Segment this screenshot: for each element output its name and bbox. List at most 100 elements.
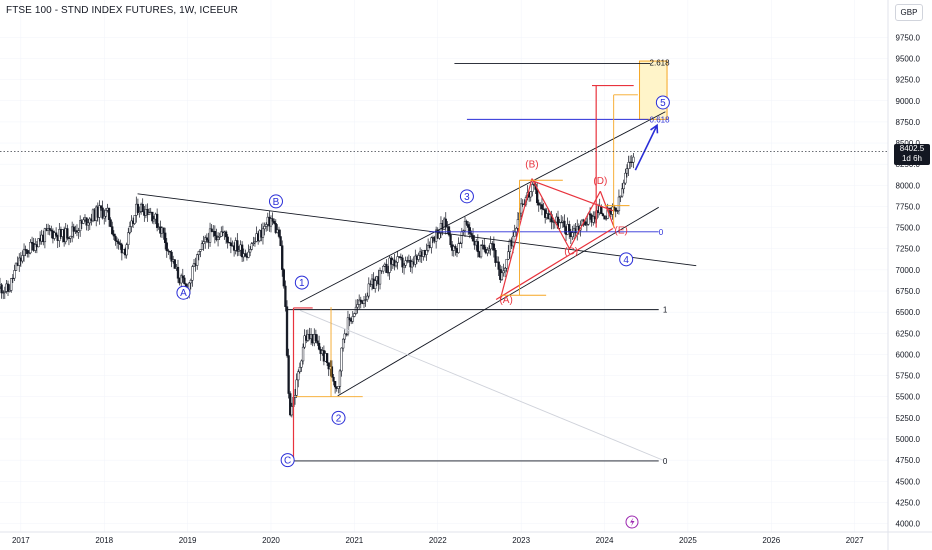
- price-tick-label: 7750.0: [896, 202, 921, 211]
- candle-body: [277, 229, 281, 237]
- projection-arrow-line: [634, 124, 658, 171]
- candle-body: [152, 218, 156, 222]
- wave-label: B: [273, 197, 280, 208]
- candle-body: [558, 222, 561, 229]
- wave-label: 2: [336, 413, 342, 424]
- candle-body: [37, 238, 40, 248]
- candle-body: [338, 370, 342, 387]
- candle-body: [119, 243, 122, 245]
- candle-body: [531, 184, 534, 192]
- candle-body: [133, 215, 136, 224]
- candle-body: [168, 250, 172, 253]
- currency-selector[interactable]: GBP: [895, 4, 923, 21]
- candle-body: [8, 290, 11, 292]
- candle-body: [107, 207, 111, 220]
- candle-body: [11, 277, 14, 280]
- wave-labels: A B C 1 2 3 4 5 (A) (B) (C) (D) (E) 2.618 0.618 0 1 0: [176, 59, 671, 468]
- candle-body: [99, 205, 103, 209]
- last-price-badge: 8402.5 1d 6h: [894, 144, 930, 165]
- candle-body: [568, 224, 571, 232]
- candle-body: [10, 278, 13, 291]
- trend-line: [599, 191, 616, 229]
- candle-body: [503, 267, 507, 272]
- candle-body: [151, 211, 154, 222]
- candle-body: [502, 270, 505, 274]
- wave-label-circle: [268, 194, 283, 209]
- price-tick-label: 5750.0: [896, 372, 921, 381]
- candle-body: [285, 306, 289, 356]
- candle-body: [414, 255, 417, 265]
- candle-body: [500, 272, 504, 280]
- candle-body: [463, 220, 467, 231]
- lightning-icon[interactable]: [625, 515, 639, 529]
- wave-label: (C): [564, 246, 578, 257]
- candle-body: [263, 226, 266, 230]
- price-tick-label: 4750.0: [896, 456, 921, 465]
- candle-body: [603, 215, 606, 220]
- candle-body: [356, 304, 359, 308]
- candle-body: [374, 280, 377, 289]
- candle-body: [382, 266, 385, 272]
- wave-label: (B): [525, 160, 538, 171]
- candle-body: [600, 206, 603, 215]
- candle-body: [394, 261, 398, 267]
- wave-label: 4: [623, 255, 629, 266]
- candle-body: [316, 340, 319, 344]
- candle-body: [449, 234, 452, 245]
- price-tick-label: 8500.0: [896, 139, 921, 148]
- trend-line: [495, 227, 614, 300]
- candle-body: [252, 242, 255, 244]
- candle-body: [202, 241, 205, 244]
- candle-body: [298, 366, 301, 372]
- wave-label-circle: [655, 95, 670, 110]
- candle-body: [402, 265, 406, 268]
- candle-body: [297, 371, 300, 381]
- price-tick-label: 5000.0: [896, 435, 921, 444]
- candle-body: [180, 275, 183, 284]
- candle-body: [404, 260, 407, 266]
- candle-body: [284, 285, 287, 307]
- candle-body: [460, 231, 463, 244]
- candle-body: [141, 203, 144, 213]
- candle-body: [601, 213, 605, 216]
- candle-body: [170, 251, 173, 262]
- candle-body: [183, 277, 186, 285]
- candle-body: [111, 226, 114, 235]
- candle-body: [224, 231, 228, 238]
- candle-body: [378, 270, 382, 285]
- price-tick-label: 4000.0: [896, 520, 921, 529]
- candle-body: [244, 253, 247, 257]
- candle-body: [138, 211, 141, 213]
- candle-body: [189, 279, 192, 284]
- candle-body: [584, 221, 587, 226]
- candle-body: [476, 241, 479, 253]
- candle-body: [341, 338, 345, 349]
- candle-body: [29, 242, 32, 254]
- candle-body: [34, 244, 37, 251]
- candle-body: [72, 226, 75, 232]
- candle-body: [120, 244, 124, 254]
- chart-grid: [0, 0, 888, 532]
- candle-body: [494, 249, 497, 263]
- candle-body: [128, 226, 132, 233]
- candle-body: [69, 235, 72, 239]
- candle-body: [200, 243, 204, 250]
- candle-body: [248, 249, 252, 253]
- candle-body: [290, 406, 293, 416]
- fib-level-label: 2.618: [650, 59, 671, 68]
- candle-body: [540, 204, 544, 210]
- time-tick-label: 2025: [679, 536, 697, 545]
- candle-body: [208, 228, 212, 243]
- candle-body: [247, 251, 250, 258]
- candle-body: [622, 182, 625, 190]
- candle-body: [620, 188, 624, 197]
- price-tick-label: 7250.0: [896, 245, 921, 254]
- candle-body: [269, 218, 273, 227]
- candle-body: [279, 236, 282, 246]
- candle-body: [13, 270, 16, 279]
- trend-line: [299, 111, 666, 303]
- candle-body: [571, 232, 574, 238]
- trend-line: [499, 178, 533, 300]
- candle-body: [471, 235, 475, 242]
